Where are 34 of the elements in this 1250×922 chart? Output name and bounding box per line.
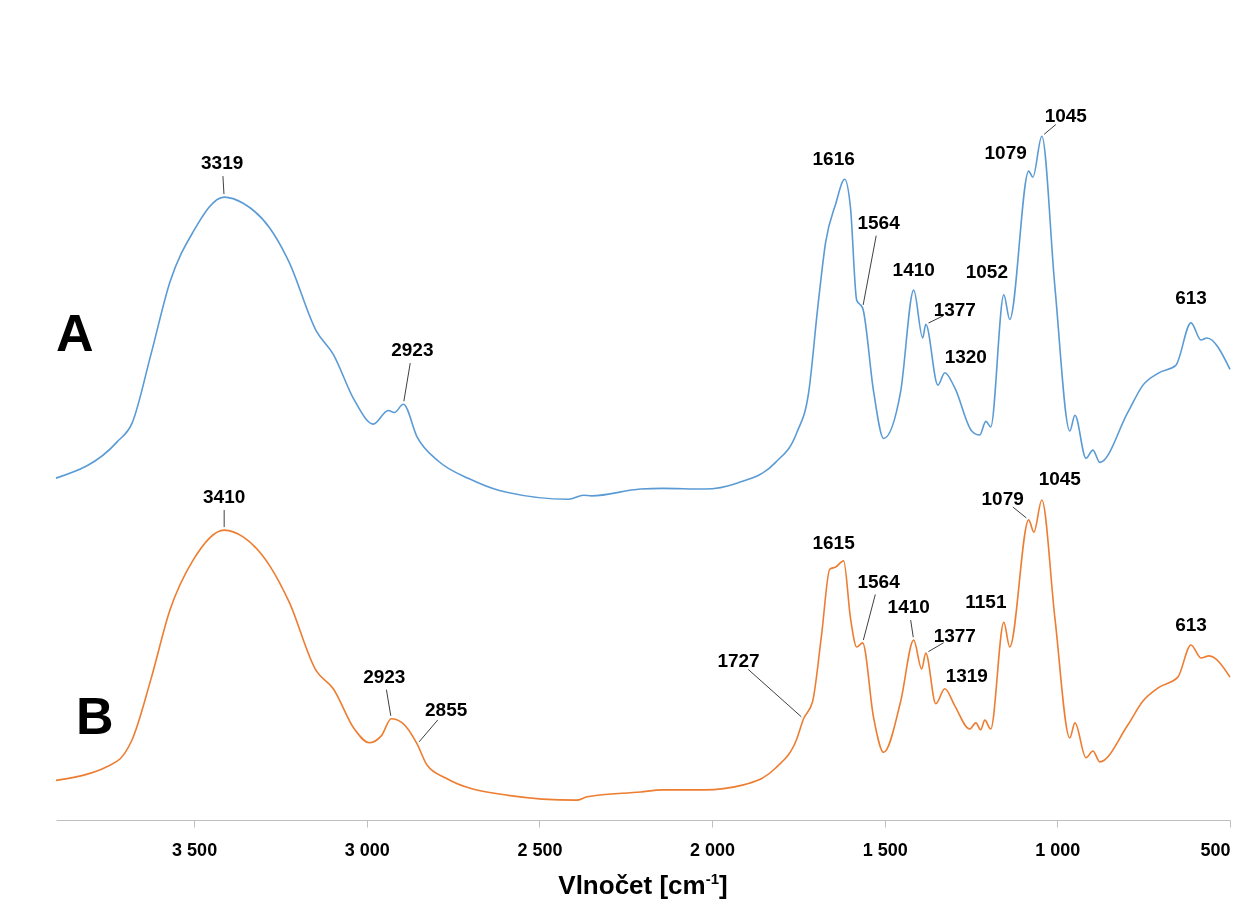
annotation: 1727 (717, 649, 760, 671)
annotation: 1079 (984, 142, 1027, 164)
annotation: 1151 (965, 591, 1007, 613)
annotation: 613 (1175, 286, 1207, 308)
annotation: 1045 (1044, 105, 1088, 127)
annotation: 2923 (363, 665, 406, 687)
annotation: 1052 (965, 260, 1008, 282)
annotation: 1616 (812, 148, 855, 170)
x-tick-label: 3 000 (344, 839, 390, 860)
series-label: A (56, 304, 94, 363)
annotation: 2923 (391, 339, 434, 361)
x-tick-label: 2 500 (517, 839, 563, 860)
annotation: 613 (1175, 613, 1207, 635)
annotation: 1410 (892, 259, 935, 281)
annotation: 2855 (425, 699, 468, 721)
x-tick-label: 1 500 (862, 839, 908, 860)
annotation: 1079 (981, 487, 1024, 509)
annotation: 1377 (933, 299, 976, 321)
x-axis-title: Vlnočet [cm$^{-1}$] (557, 870, 729, 901)
annotation: 1377 (933, 625, 976, 647)
series-label: B (76, 687, 114, 746)
x-tick-label: 3 500 (172, 839, 218, 860)
annotation: 3410 (203, 486, 246, 508)
annotation: 1319 (945, 664, 988, 686)
annotation: 1615 (812, 531, 856, 553)
annotation: 1410 (887, 596, 930, 618)
x-tick-label: 2 000 (690, 839, 736, 860)
annotation: 3319 (201, 152, 244, 174)
x-tick-label: 1 000 (1035, 839, 1081, 860)
annotation: 1564 (857, 211, 901, 233)
x-tick-label: 500 (1200, 839, 1231, 860)
annotation: 1320 (944, 345, 987, 367)
annotation: 1045 (1038, 468, 1082, 489)
annotation: 1564 (857, 570, 901, 592)
